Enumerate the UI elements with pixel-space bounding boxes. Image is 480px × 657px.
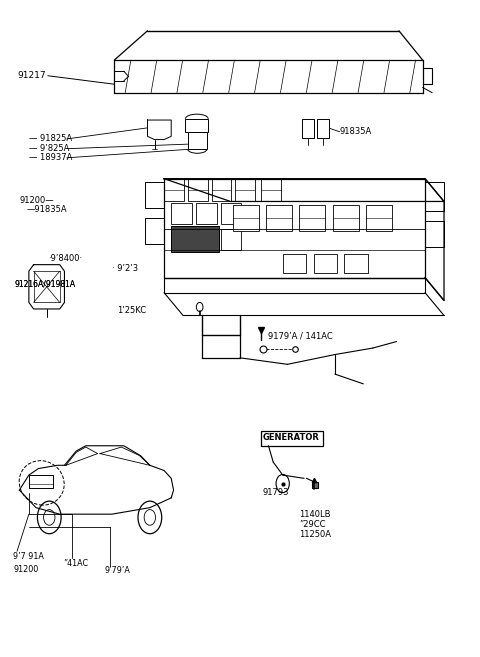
- Text: 1’25KC: 1’25KC: [117, 306, 146, 315]
- Bar: [344, 254, 368, 273]
- Text: · 9’2’3: · 9’2’3: [112, 264, 138, 273]
- Bar: [233, 205, 259, 231]
- Text: —91835A: —91835A: [26, 205, 67, 214]
- Bar: [220, 229, 241, 250]
- Text: 91216A/91981A: 91216A/91981A: [14, 280, 76, 288]
- Bar: [188, 179, 208, 202]
- Text: 9’79’A: 9’79’A: [105, 566, 131, 576]
- Bar: [171, 229, 192, 250]
- Bar: [188, 132, 207, 149]
- Bar: [164, 179, 184, 202]
- Text: 9’7 91A: 9’7 91A: [13, 552, 44, 561]
- Text: 91793: 91793: [263, 488, 289, 497]
- Text: — 91825A: — 91825A: [29, 135, 72, 143]
- Text: — 18937A: — 18937A: [29, 153, 72, 162]
- Bar: [300, 205, 325, 231]
- Bar: [425, 221, 444, 247]
- Text: 91835A: 91835A: [340, 127, 372, 136]
- Text: ”41AC: ”41AC: [63, 558, 89, 568]
- Bar: [235, 179, 255, 202]
- Bar: [212, 179, 231, 202]
- Text: GENERATOR: GENERATOR: [263, 434, 320, 442]
- Bar: [313, 254, 337, 273]
- Bar: [171, 204, 192, 224]
- Bar: [317, 119, 329, 138]
- Bar: [145, 217, 164, 244]
- Bar: [29, 475, 53, 488]
- FancyBboxPatch shape: [261, 432, 323, 445]
- Text: 11250A: 11250A: [300, 530, 331, 539]
- Bar: [301, 119, 314, 138]
- Bar: [185, 119, 208, 132]
- Bar: [283, 254, 306, 273]
- Bar: [266, 205, 292, 231]
- Bar: [196, 204, 217, 224]
- Bar: [171, 226, 219, 252]
- Bar: [145, 182, 164, 208]
- Bar: [220, 204, 241, 224]
- Bar: [196, 229, 217, 250]
- Bar: [261, 179, 281, 202]
- Bar: [366, 205, 392, 231]
- Text: 9179’A / 141AC: 9179’A / 141AC: [268, 332, 333, 341]
- Bar: [425, 182, 444, 212]
- Bar: [333, 205, 359, 231]
- Text: — 9’825A: — 9’825A: [29, 144, 69, 153]
- Text: 1140LB: 1140LB: [300, 510, 331, 519]
- Text: 91216A/91981A: 91216A/91981A: [14, 280, 76, 288]
- Text: ·9’8400·: ·9’8400·: [48, 254, 82, 263]
- Text: ”29CC: ”29CC: [300, 520, 326, 529]
- Text: 91200: 91200: [13, 565, 38, 574]
- Text: 91217: 91217: [17, 71, 46, 80]
- Text: 91200—: 91200—: [19, 196, 54, 205]
